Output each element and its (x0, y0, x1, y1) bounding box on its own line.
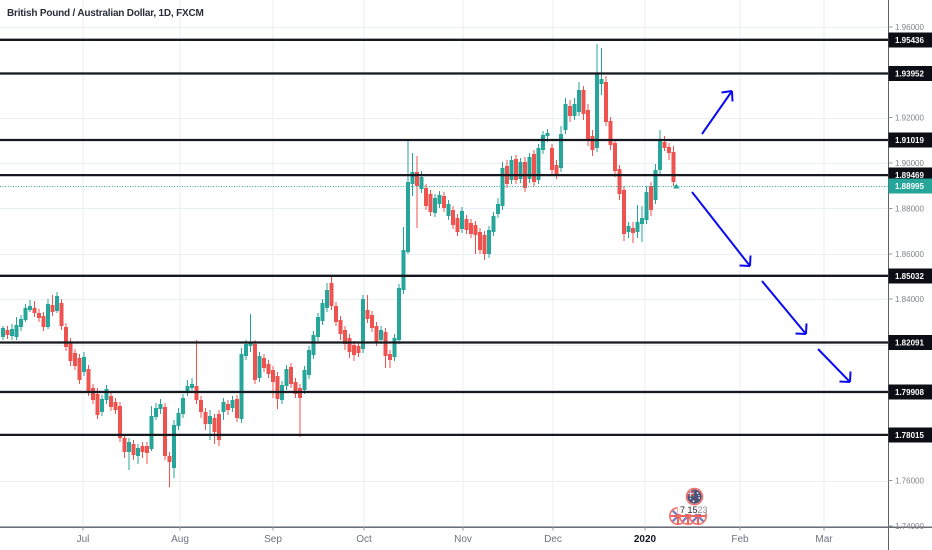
svg-text:1.91019: 1.91019 (895, 136, 924, 145)
svg-text:1.86000: 1.86000 (895, 250, 924, 259)
svg-text:1.95436: 1.95436 (895, 36, 924, 45)
svg-text:Dec: Dec (544, 534, 562, 545)
svg-text:1.88000: 1.88000 (895, 205, 924, 214)
svg-text:1.82091: 1.82091 (895, 339, 924, 348)
svg-text:1.96000: 1.96000 (895, 23, 924, 32)
svg-text:1.85032: 1.85032 (895, 272, 924, 281)
svg-text:Nov: Nov (454, 534, 472, 545)
svg-text:Jul: Jul (77, 534, 90, 545)
svg-text:1.93952: 1.93952 (895, 70, 924, 79)
svg-text:1.76000: 1.76000 (895, 477, 924, 486)
svg-text:1.79908: 1.79908 (895, 388, 924, 397)
svg-text:1.89469: 1.89469 (895, 171, 924, 180)
svg-text:Aug: Aug (171, 534, 189, 545)
svg-text:Mar: Mar (815, 534, 833, 545)
svg-text:1.90000: 1.90000 (895, 159, 924, 168)
svg-text:Sep: Sep (264, 534, 282, 545)
svg-text:1.92000: 1.92000 (895, 114, 924, 123)
svg-text:1.88995: 1.88995 (895, 182, 924, 191)
svg-text:1.84000: 1.84000 (895, 295, 924, 304)
svg-text:Oct: Oct (356, 534, 372, 545)
svg-text:7 1523: 7 1523 (680, 505, 708, 515)
svg-text:1.78015: 1.78015 (895, 431, 924, 440)
svg-text:Feb: Feb (731, 534, 749, 545)
svg-text:1.74000: 1.74000 (895, 522, 924, 531)
svg-text:British Pound / Australian Dol: British Pound / Australian Dollar, 1D, F… (7, 8, 204, 19)
svg-text:2020: 2020 (634, 534, 657, 545)
